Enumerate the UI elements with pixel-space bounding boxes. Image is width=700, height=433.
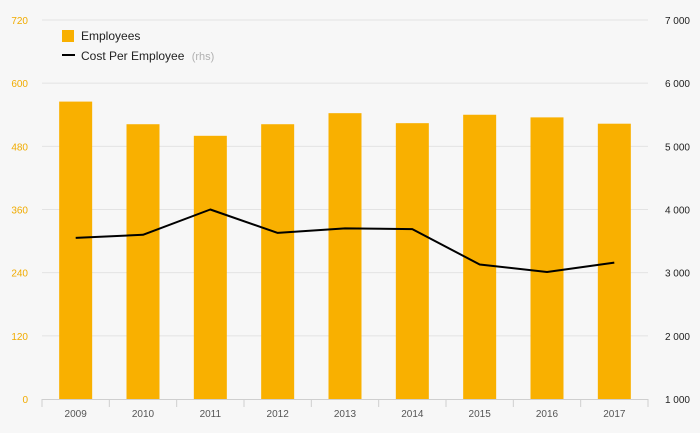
x-axis: 2009 2010 2011 2012 2013 2014 2015 2016 2017 bbox=[41, 399, 649, 420]
legend-label-cost-per-employee: Cost Per Employee (rhs) bbox=[81, 49, 214, 63]
x-tick-label: 2015 bbox=[469, 409, 492, 420]
legend: Employees Cost Per Employee (rhs) bbox=[62, 29, 214, 63]
left-axis: 0 120 240 360 480 600 720 bbox=[11, 16, 28, 406]
bar-2017 bbox=[597, 123, 631, 399]
x-tick-label: 2010 bbox=[132, 409, 155, 420]
bar-2011 bbox=[193, 135, 227, 400]
x-tick-label: 2016 bbox=[536, 409, 559, 420]
right-tick-label: 3 000 bbox=[665, 269, 690, 280]
x-tick-label: 2014 bbox=[401, 409, 424, 420]
bar-series-employees bbox=[59, 101, 631, 400]
right-tick-label: 4 000 bbox=[665, 206, 690, 217]
left-tick-label: 600 bbox=[11, 79, 28, 90]
x-tick-label: 2017 bbox=[603, 409, 626, 420]
left-tick-label: 0 bbox=[22, 395, 28, 406]
x-tick-label: 2013 bbox=[334, 409, 357, 420]
right-axis: 1 000 2 000 3 000 4 000 5 000 6 000 7 000 bbox=[665, 16, 690, 406]
bar-2013 bbox=[328, 113, 362, 399]
legend-swatch-employees bbox=[62, 30, 74, 42]
line-series-cost-per-employee bbox=[75, 208, 615, 273]
right-tick-label: 7 000 bbox=[665, 16, 690, 27]
bar-2012 bbox=[261, 124, 295, 399]
legend-label-cost-main: Cost Per Employee bbox=[81, 49, 185, 63]
left-tick-label: 360 bbox=[11, 206, 28, 217]
bar-2010 bbox=[126, 124, 160, 399]
left-tick-label: 240 bbox=[11, 269, 28, 280]
right-tick-label: 2 000 bbox=[665, 332, 690, 343]
left-tick-label: 120 bbox=[11, 332, 28, 343]
bar-2015 bbox=[463, 114, 497, 399]
bar-2014 bbox=[395, 123, 429, 399]
left-tick-label: 720 bbox=[11, 16, 28, 27]
x-tick-label: 2012 bbox=[267, 409, 290, 420]
x-tick-label: 2011 bbox=[200, 409, 222, 420]
bar-2009 bbox=[59, 101, 93, 400]
legend-label-employees: Employees bbox=[81, 29, 140, 43]
bar-2016 bbox=[530, 117, 564, 399]
right-tick-label: 6 000 bbox=[665, 79, 690, 90]
legend-label-cost-suffix: (rhs) bbox=[192, 51, 215, 63]
left-tick-label: 480 bbox=[11, 142, 28, 153]
right-tick-label: 5 000 bbox=[665, 142, 690, 153]
x-tick-label: 2009 bbox=[65, 409, 88, 420]
cost-per-employee-line bbox=[75, 208, 615, 273]
right-tick-label: 1 000 bbox=[665, 395, 690, 406]
